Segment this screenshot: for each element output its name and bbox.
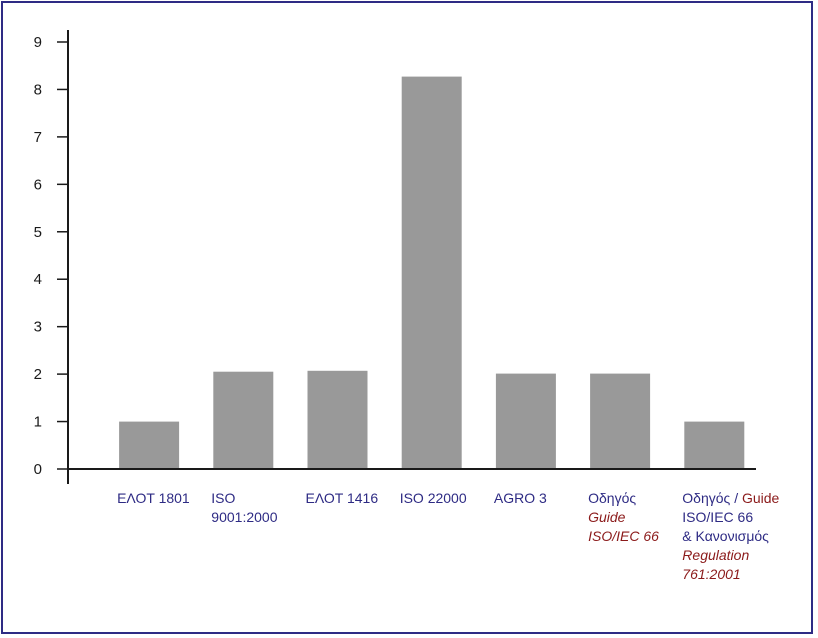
y-tick-label: 0 [34, 461, 42, 478]
y-tick-label: 9 [34, 34, 42, 51]
y-tick-label: 7 [34, 129, 42, 146]
bar-6 [590, 373, 651, 469]
x-category-label-line: 761:2001 [682, 566, 740, 582]
x-category-label-line: Regulation [682, 547, 749, 563]
y-tick-label: 5 [34, 224, 42, 241]
x-category-label-1: ΕΛΟΤ 1801 [117, 490, 190, 506]
x-category-label-6: Οδηγός Guide ISO/IEC 66 [588, 490, 659, 544]
x-category-label-line: ISO/IEC 66 [682, 509, 753, 525]
bar-7 [684, 421, 745, 469]
y-tick-label: 3 [34, 319, 42, 336]
x-category-label-line: & Κανονισμός [682, 528, 769, 544]
x-category-label-5: AGRO 3 [494, 490, 547, 506]
y-ticks-group: 0 1 2 3 4 5 6 7 8 9 [34, 34, 68, 478]
y-tick-label: 2 [34, 366, 42, 383]
x-category-label-line: Οδηγός [588, 490, 636, 506]
bar-2 [213, 371, 274, 469]
x-category-label-line: AGRO 3 [494, 490, 547, 506]
bar-4 [401, 76, 462, 469]
bar-1 [119, 421, 180, 469]
x-category-label-line: ISO 22000 [400, 490, 467, 506]
x-category-label-line: 9001:2000 [211, 509, 277, 525]
bars-group [119, 76, 745, 469]
x-category-label-line: ISO/IEC 66 [588, 528, 659, 544]
bar-5 [495, 373, 556, 469]
x-category-label-line: ΕΛΟΤ 1801 [117, 490, 190, 506]
x-labels-group: ΕΛΟΤ 1801 ISO 9001:2000 ΕΛΟΤ 1416 ISO 22000 A… [117, 490, 779, 582]
y-tick-label: 4 [34, 271, 42, 288]
axes-group [67, 30, 756, 484]
x-category-label-4: ISO 22000 [400, 490, 467, 506]
x-category-label-line: ISO [211, 490, 235, 506]
y-tick-label: 1 [34, 414, 42, 431]
bar-3 [307, 370, 368, 469]
x-category-label-3: ΕΛΟΤ 1416 [306, 490, 379, 506]
y-tick-label: 6 [34, 176, 42, 193]
y-tick-label: 8 [34, 81, 42, 98]
x-category-label-2: ISO 9001:2000 [211, 490, 277, 525]
x-category-label-7: Οδηγός / Guide ISO/IEC 66 & Κανονισμός Regu… [682, 490, 779, 582]
x-category-label-line: ΕΛΟΤ 1416 [306, 490, 379, 506]
x-category-label-line: Guide [588, 509, 626, 525]
x-category-label-line: Οδηγός / Guide [682, 490, 779, 506]
